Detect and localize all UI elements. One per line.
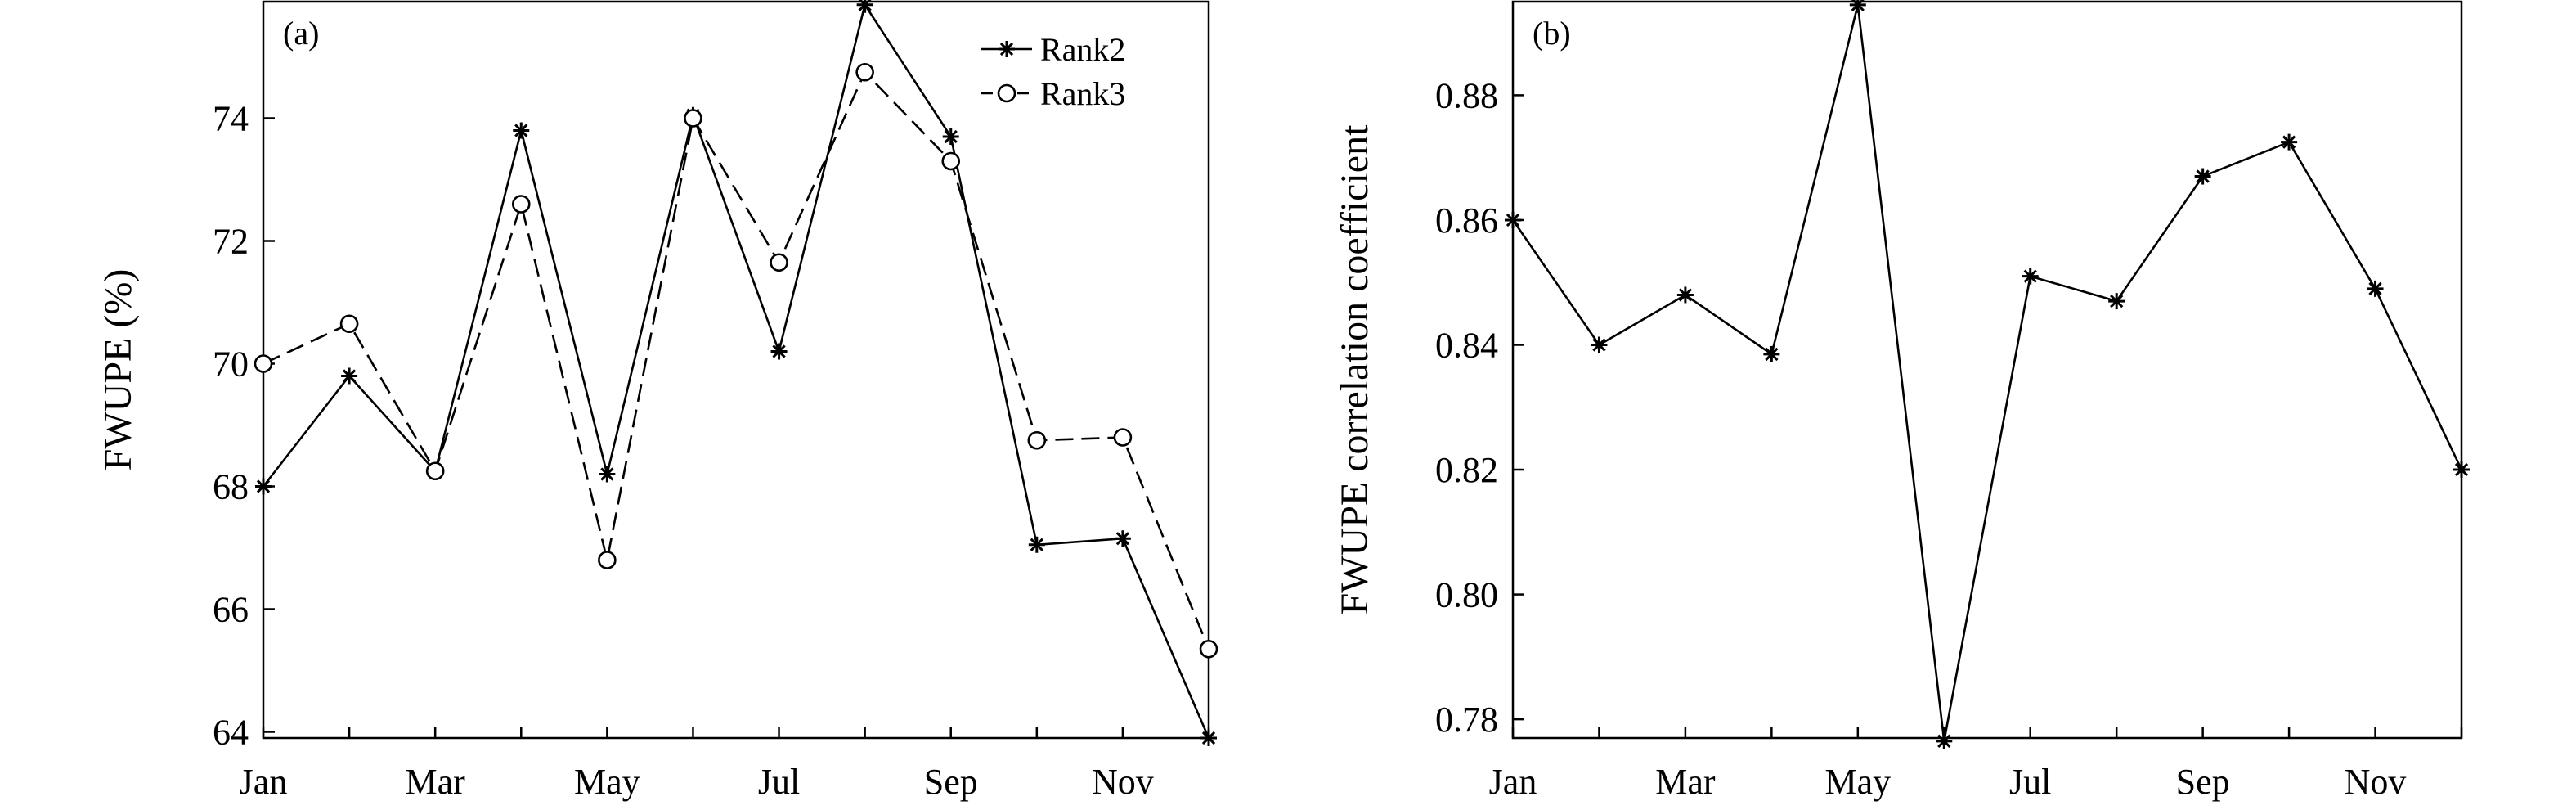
y-tick-label: 0.80 xyxy=(1435,575,1498,615)
legend-entry: Rank2 xyxy=(1040,31,1125,68)
data-point xyxy=(1505,211,1521,228)
data-point xyxy=(1849,0,1866,13)
data-point xyxy=(1676,286,1694,304)
x-tick-label: May xyxy=(574,762,640,802)
x-tick-label: Sep xyxy=(924,762,978,802)
data-point xyxy=(2022,268,2039,285)
y-tick-label: 0.78 xyxy=(1435,700,1498,740)
series-line-1 xyxy=(1511,4,2463,742)
data-point xyxy=(511,195,531,214)
x-tick-label: Jan xyxy=(1489,762,1537,802)
x-tick-label: Nov xyxy=(1092,762,1154,802)
data-point xyxy=(1114,530,1131,547)
x-tick-label: Jul xyxy=(2009,762,2051,802)
panel-label: (a) xyxy=(283,15,319,52)
data-point xyxy=(1763,345,1780,362)
data-point xyxy=(1027,430,1047,450)
series-line-2 xyxy=(263,70,1210,650)
data-point xyxy=(941,151,961,171)
y-tick-label: 0.86 xyxy=(1435,200,1498,241)
x-tick-label: Mar xyxy=(406,762,466,802)
data-point xyxy=(2194,168,2211,185)
panel-a-chart: 64 66 68 70 72 74 Jan Mar May Jul Sep Nov FWUPE (%) (… xyxy=(96,0,1218,802)
y-tick-label: 0.88 xyxy=(1435,75,1498,115)
x-tick-label: Mar xyxy=(1655,762,1716,802)
data-point xyxy=(1591,336,1608,353)
y-tick-label: 66 xyxy=(213,590,249,630)
y-tick-label: 74 xyxy=(213,99,249,139)
data-point xyxy=(255,478,272,495)
data-point xyxy=(1200,730,1217,746)
plot-frame xyxy=(262,0,1210,740)
data-point xyxy=(2367,280,2384,297)
data-point xyxy=(1199,639,1218,659)
data-point xyxy=(254,354,273,373)
x-tick-label: Jul xyxy=(758,762,800,802)
y-tick-label: 0.84 xyxy=(1435,325,1498,365)
data-point xyxy=(599,466,616,483)
legend-marker xyxy=(997,83,1016,103)
data-point xyxy=(341,367,358,385)
y-tick-label: 72 xyxy=(213,222,249,262)
data-point xyxy=(513,122,530,139)
series-line-1 xyxy=(262,2,1210,739)
data-point xyxy=(942,128,959,145)
data-point xyxy=(339,314,359,334)
data-point xyxy=(684,109,702,128)
data-point xyxy=(1113,428,1133,447)
data-point xyxy=(2453,461,2470,479)
y-tick-label: 68 xyxy=(213,467,249,507)
x-tick-label: Sep xyxy=(2176,762,2230,802)
plot-frame xyxy=(1511,0,2463,740)
data-point xyxy=(2108,293,2125,310)
x-tick-label: May xyxy=(1824,762,1891,802)
y-tick-label: 64 xyxy=(213,713,249,753)
data-point xyxy=(770,253,788,272)
legend-marker xyxy=(999,41,1015,57)
legend: Rank2 Rank3 xyxy=(981,31,1125,112)
panel-b-chart: 0.78 0.80 0.82 0.84 0.86 0.88 Jan Mar May Jul Sep N… xyxy=(1333,0,2470,802)
y-tick-label: 70 xyxy=(213,344,249,385)
data-point xyxy=(425,461,445,481)
x-tick-label: Jan xyxy=(240,762,288,802)
data-point xyxy=(598,551,617,569)
y-axis-label: FWUPE (%) xyxy=(96,269,140,471)
panel-label: (b) xyxy=(1533,15,1571,52)
data-point xyxy=(770,343,788,360)
legend-entry: Rank3 xyxy=(1040,75,1125,112)
data-point xyxy=(855,62,874,82)
y-axis-label: FWUPE correlation coefficient xyxy=(1333,124,1376,615)
data-point xyxy=(1028,536,1045,553)
data-point xyxy=(856,0,873,13)
x-tick-label: Nov xyxy=(2345,762,2407,802)
data-point xyxy=(1936,732,1953,749)
y-tick-label: 0.82 xyxy=(1435,450,1498,490)
data-point xyxy=(2281,133,2298,151)
